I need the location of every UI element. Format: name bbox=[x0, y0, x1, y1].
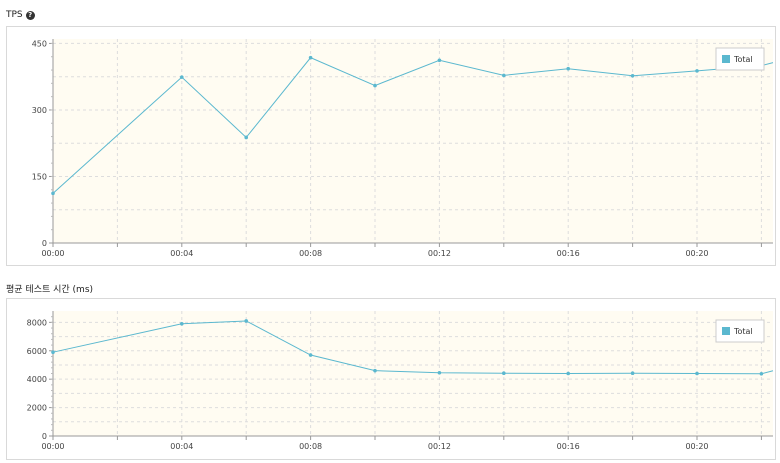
series-line-total bbox=[52, 320, 774, 375]
x-tick-label: 00:20 bbox=[685, 249, 708, 258]
y-tick-label: 150 bbox=[32, 172, 47, 181]
y-tick-label: 6000 bbox=[27, 347, 47, 356]
legend-box bbox=[715, 319, 765, 343]
x-tick-label: 00:04 bbox=[170, 249, 193, 258]
series-line-total bbox=[52, 57, 774, 194]
data-point bbox=[308, 55, 313, 60]
x-tick-label: 00:00 bbox=[41, 249, 64, 258]
data-point bbox=[630, 371, 635, 376]
y-tick-label: 0 bbox=[42, 239, 47, 248]
data-point bbox=[180, 321, 184, 326]
x-tick-label: 00:12 bbox=[428, 442, 451, 451]
x-tick-label: 00:20 bbox=[685, 442, 708, 451]
data-point bbox=[759, 371, 764, 376]
legend-label: Total bbox=[733, 55, 753, 64]
x-tick-label: 00:08 bbox=[299, 249, 322, 258]
help-icon[interactable]: ? bbox=[25, 10, 35, 20]
avg-test-time-chart-title: 평균 테스트 시간 (ms) bbox=[6, 282, 93, 295]
data-point bbox=[180, 75, 184, 79]
data-point bbox=[308, 353, 313, 357]
data-point bbox=[695, 371, 699, 376]
data-point bbox=[566, 371, 571, 376]
x-tick-label: 00:16 bbox=[557, 442, 580, 451]
data-point bbox=[51, 350, 55, 354]
data-point bbox=[373, 368, 377, 373]
y-tick-label: 8000 bbox=[27, 318, 47, 327]
data-point bbox=[566, 66, 571, 71]
x-tick-label: 00:00 bbox=[41, 442, 64, 451]
y-tick-label: 300 bbox=[32, 106, 47, 115]
x-tick-label: 00:12 bbox=[428, 249, 451, 258]
data-point bbox=[630, 74, 635, 78]
data-point bbox=[373, 83, 377, 88]
tps-chart-title: TPS ? bbox=[6, 10, 35, 20]
data-point bbox=[437, 58, 442, 63]
legend-label: Total bbox=[733, 327, 753, 336]
chart-svg: 0 150 300 450 00:00 00:04 00:08 00:12 00:16 00:20… bbox=[32, 39, 774, 258]
y-tick-label: 0 bbox=[42, 432, 47, 441]
x-tick-label: 00:04 bbox=[170, 442, 193, 451]
y-tick-label: 2000 bbox=[27, 404, 47, 413]
data-point bbox=[244, 135, 249, 140]
legend-swatch bbox=[722, 55, 730, 63]
tps-title-text: TPS bbox=[6, 10, 23, 20]
legend-box bbox=[715, 47, 765, 71]
data-point bbox=[437, 370, 442, 375]
data-point bbox=[51, 191, 55, 196]
legend-swatch bbox=[722, 327, 730, 335]
data-point bbox=[244, 319, 249, 323]
y-tick-label: 450 bbox=[32, 39, 47, 48]
data-point bbox=[695, 69, 699, 73]
x-tick-label: 00:08 bbox=[299, 442, 322, 451]
avg-test-time-chart: 0 2000 4000 6000 8000 00:00 00:04 00:08 00:12 00:… bbox=[6, 298, 776, 460]
y-tick-label: 4000 bbox=[27, 375, 47, 384]
x-tick-label: 00:16 bbox=[557, 249, 580, 258]
chart-svg: 0 2000 4000 6000 8000 00:00 00:04 00:08 00:12 00:… bbox=[27, 311, 774, 451]
tps-chart: 0 150 300 450 00:00 00:04 00:08 00:12 00:16 00:20… bbox=[6, 26, 776, 266]
avg-test-time-title-text: 평균 테스트 시간 (ms) bbox=[6, 285, 94, 295]
data-point bbox=[502, 371, 506, 376]
plot-area bbox=[53, 39, 773, 243]
data-point bbox=[502, 73, 506, 78]
